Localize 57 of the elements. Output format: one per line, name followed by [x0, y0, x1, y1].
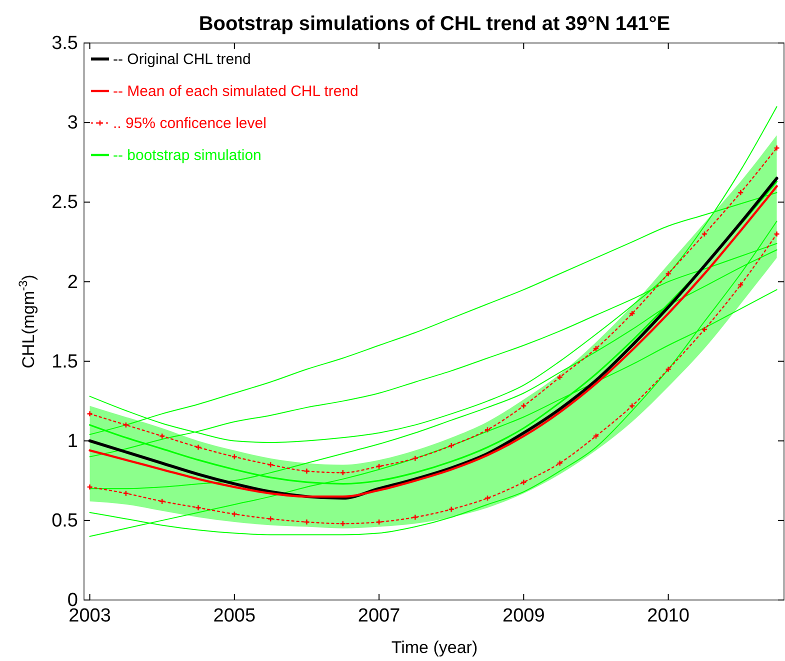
point [592, 345, 600, 352]
point [304, 468, 310, 474]
point [520, 479, 527, 486]
point [628, 402, 636, 409]
point [628, 310, 636, 317]
y-tick-label: 1 [67, 430, 78, 452]
x-tick-label: 2010 [647, 605, 690, 626]
y-tick-label: 1.5 [52, 351, 78, 372]
point [556, 460, 563, 466]
point [412, 514, 418, 520]
x-tick-label: 2009 [502, 605, 545, 626]
point [86, 410, 93, 417]
point [231, 454, 238, 460]
point [86, 484, 93, 490]
point [737, 189, 744, 196]
point [665, 366, 672, 372]
point [122, 490, 130, 497]
legend-label: -- Mean of each simulated CHL trend [113, 83, 358, 100]
x-axis-title: Time (year) [391, 638, 478, 657]
point [592, 432, 600, 440]
y-tick-label: 0.5 [52, 510, 78, 532]
chart-title: Bootstrap simulations of CHL trend at 39°N 141°E [198, 13, 670, 35]
legend-label: -- Original CHL trend [113, 51, 251, 68]
point [412, 455, 418, 462]
point [701, 326, 708, 333]
point [195, 444, 202, 450]
y-tick-label: 3.5 [52, 33, 78, 54]
point [122, 422, 130, 428]
y-tick-label: 3 [67, 112, 78, 134]
point [665, 270, 672, 277]
point [376, 518, 382, 526]
point [267, 462, 274, 468]
point [158, 498, 166, 504]
point [701, 230, 708, 238]
y-tick-label: 2.5 [52, 192, 78, 214]
point [340, 470, 346, 476]
legend-label: -- bootstrap simulation [113, 147, 262, 164]
point [195, 504, 202, 511]
x-tick-label: 2007 [358, 605, 400, 626]
point [158, 432, 166, 440]
y-tick-label: 2 [67, 272, 78, 293]
point [448, 506, 455, 512]
point [267, 516, 274, 522]
point [340, 520, 346, 527]
point [448, 442, 455, 449]
legend-label: .. 95% conficence level [113, 115, 266, 132]
point [484, 426, 491, 433]
point [774, 144, 780, 152]
point [737, 282, 744, 288]
point [484, 495, 491, 502]
point [774, 230, 780, 238]
point [520, 402, 527, 409]
point [304, 518, 310, 526]
point [231, 510, 238, 518]
point [376, 463, 382, 470]
point [556, 374, 563, 380]
x-tick-label: 2005 [213, 605, 256, 626]
